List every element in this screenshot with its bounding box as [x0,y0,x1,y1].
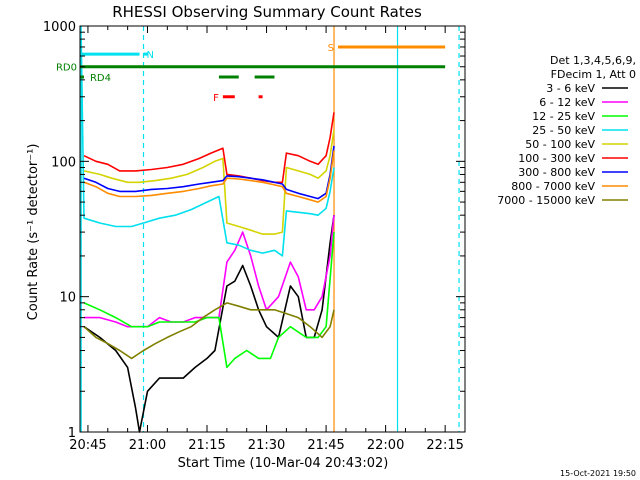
y-tick-label: 10 [59,291,76,306]
x-tick-label: 21:30 [248,438,285,453]
flag-label: F [213,93,219,104]
x-tick-label: 20:45 [69,438,106,453]
x-tick-label: 22:00 [367,438,404,453]
x-tick-label: 21:45 [307,438,344,453]
legend-entry: 100 - 300 keV [518,152,595,165]
plot-border [79,25,466,433]
legend-header: Det 1,3,4,5,6,9, [550,54,636,67]
timestamp: 15-Oct-2021 19:50 [560,469,636,478]
y-axis-label: Count Rate (s⁻¹ detector⁻¹) [26,144,41,321]
flag-label: RD4 [90,73,111,84]
series-line [84,215,335,328]
legend-entry: 3 - 6 keV [546,82,595,95]
x-tick-label: 21:00 [129,438,166,453]
series-line [83,145,335,200]
series-line [80,39,335,257]
series-line [83,112,335,184]
legend: Det 1,3,4,5,6,9,FDecim 1, Att 03 - 6 keV… [497,54,636,207]
y-tick-label: 1000 [43,20,76,35]
legend-entry: 12 - 25 keV [532,110,595,123]
plot-frame [79,25,466,433]
y-tick-label: 100 [51,155,76,170]
series-line [83,302,335,360]
flag-label: N [147,50,154,61]
legend-entry: 800 - 7000 keV [511,180,595,193]
y-tick-label: 1 [68,426,76,441]
x-tick-label: 22:15 [426,438,463,453]
series-line [83,215,335,433]
chart-title: RHESSI Observing Summary Count Rates [112,3,422,21]
legend-entry: 6 - 12 keV [539,96,595,109]
series-line [83,232,335,369]
legend-header: FDecim 1, Att 0 [551,68,636,81]
legend-entry: 7000 - 15000 keV [497,194,595,207]
legend-entry: 25 - 50 keV [532,124,595,137]
x-tick-label: 21:15 [188,438,225,453]
legend-entry: 50 - 100 keV [525,138,595,151]
y-axis-ticks: 1 10 100 1000 [43,20,465,441]
flag-label: RD0 [56,63,77,74]
series-line [83,150,335,203]
legend-entry: 300 - 800 keV [518,166,595,179]
vertical-markers [80,26,460,432]
x-axis-ticks: 20:45 21:00 21:15 21:30 21:45 22:00 22:15 [69,26,466,453]
series-lines [80,39,335,433]
flag-label: S [328,43,334,54]
x-axis-label: Start Time (10-Mar-04 20:43:02) [178,456,389,471]
flag-bars: N F S RD0 RD4 [56,43,446,104]
series-line [83,129,335,235]
